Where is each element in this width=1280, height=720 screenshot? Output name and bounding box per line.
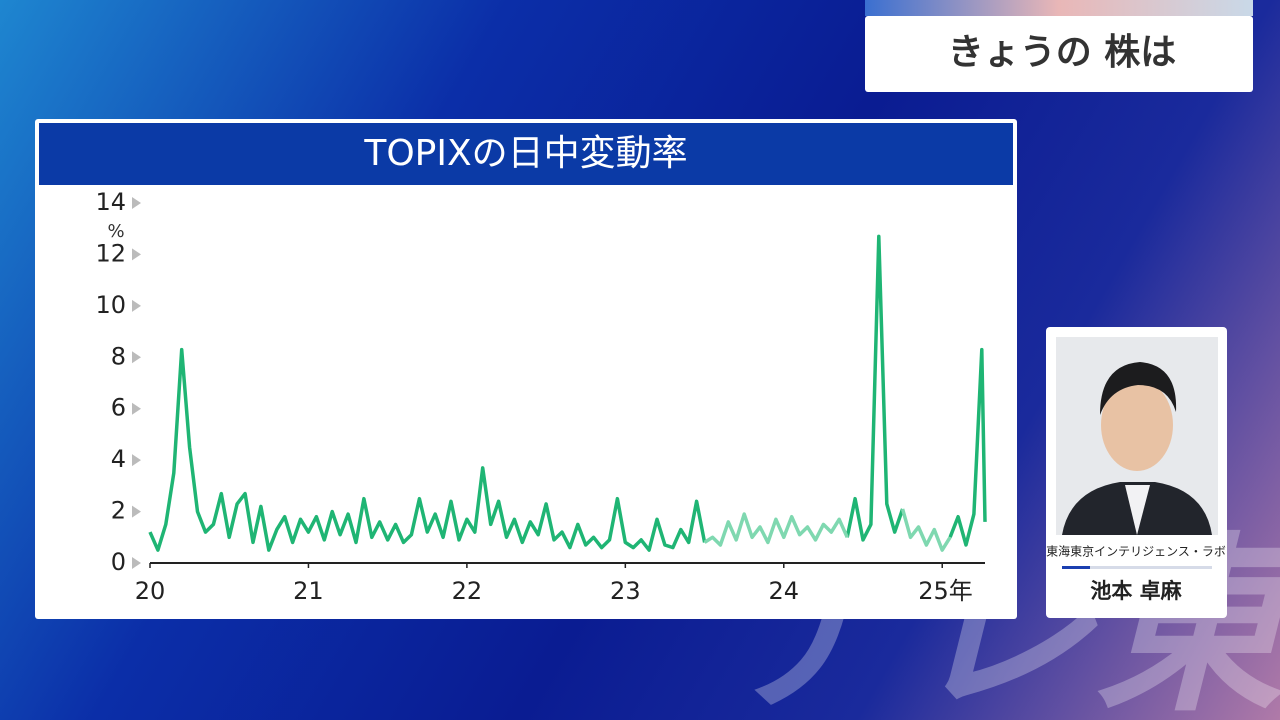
chart-title-bar <box>39 123 1013 185</box>
data-line <box>703 512 849 547</box>
y-tick-label: 2 <box>111 497 126 525</box>
y-tick-mark <box>132 197 141 209</box>
chart-title: TOPIXの日中変動率 <box>363 133 687 174</box>
y-tick-mark <box>132 505 141 518</box>
y-tick-mark <box>132 557 141 569</box>
y-tick-mark <box>132 299 141 312</box>
chart-panel <box>35 119 1017 619</box>
presenter-affiliation: 東海東京インテリジェンス・ラボ <box>1046 544 1226 559</box>
data-line <box>148 347 707 552</box>
x-tick-label: 25年 <box>918 577 973 605</box>
y-tick-label: 8 <box>111 342 126 370</box>
presenter-hair <box>1100 362 1177 415</box>
y-unit: % <box>107 221 124 242</box>
x-tick-label: 23 <box>610 577 641 605</box>
y-tick-label: 0 <box>111 548 126 576</box>
header-box <box>865 16 1253 92</box>
presenter-name: 池本 卓麻 <box>1090 579 1182 603</box>
y-tick-label: 14 <box>95 188 126 216</box>
y-tick-label: 10 <box>95 291 126 319</box>
y-tick-label: 6 <box>111 394 126 422</box>
name-rule-accent <box>1062 566 1090 569</box>
header-strip <box>865 0 1253 16</box>
presenter-face <box>1101 379 1173 471</box>
y-tick-label: 12 <box>95 239 126 267</box>
header-title: きょうの 株は <box>948 32 1177 73</box>
x-tick-label: 22 <box>452 577 483 605</box>
y-tick-label: 4 <box>111 445 126 473</box>
x-tick-label: 24 <box>769 577 800 605</box>
x-tick-label: 20 <box>135 577 166 605</box>
data-line <box>948 347 987 547</box>
data-line <box>845 234 905 542</box>
y-tick-mark <box>132 454 141 467</box>
y-tick-mark <box>132 402 141 415</box>
name-rule <box>1062 566 1212 569</box>
y-tick-mark <box>132 248 141 261</box>
x-tick-label: 21 <box>293 577 324 605</box>
y-tick-mark <box>132 351 141 364</box>
data-line <box>900 508 952 552</box>
presenter-shirt <box>1125 485 1150 535</box>
